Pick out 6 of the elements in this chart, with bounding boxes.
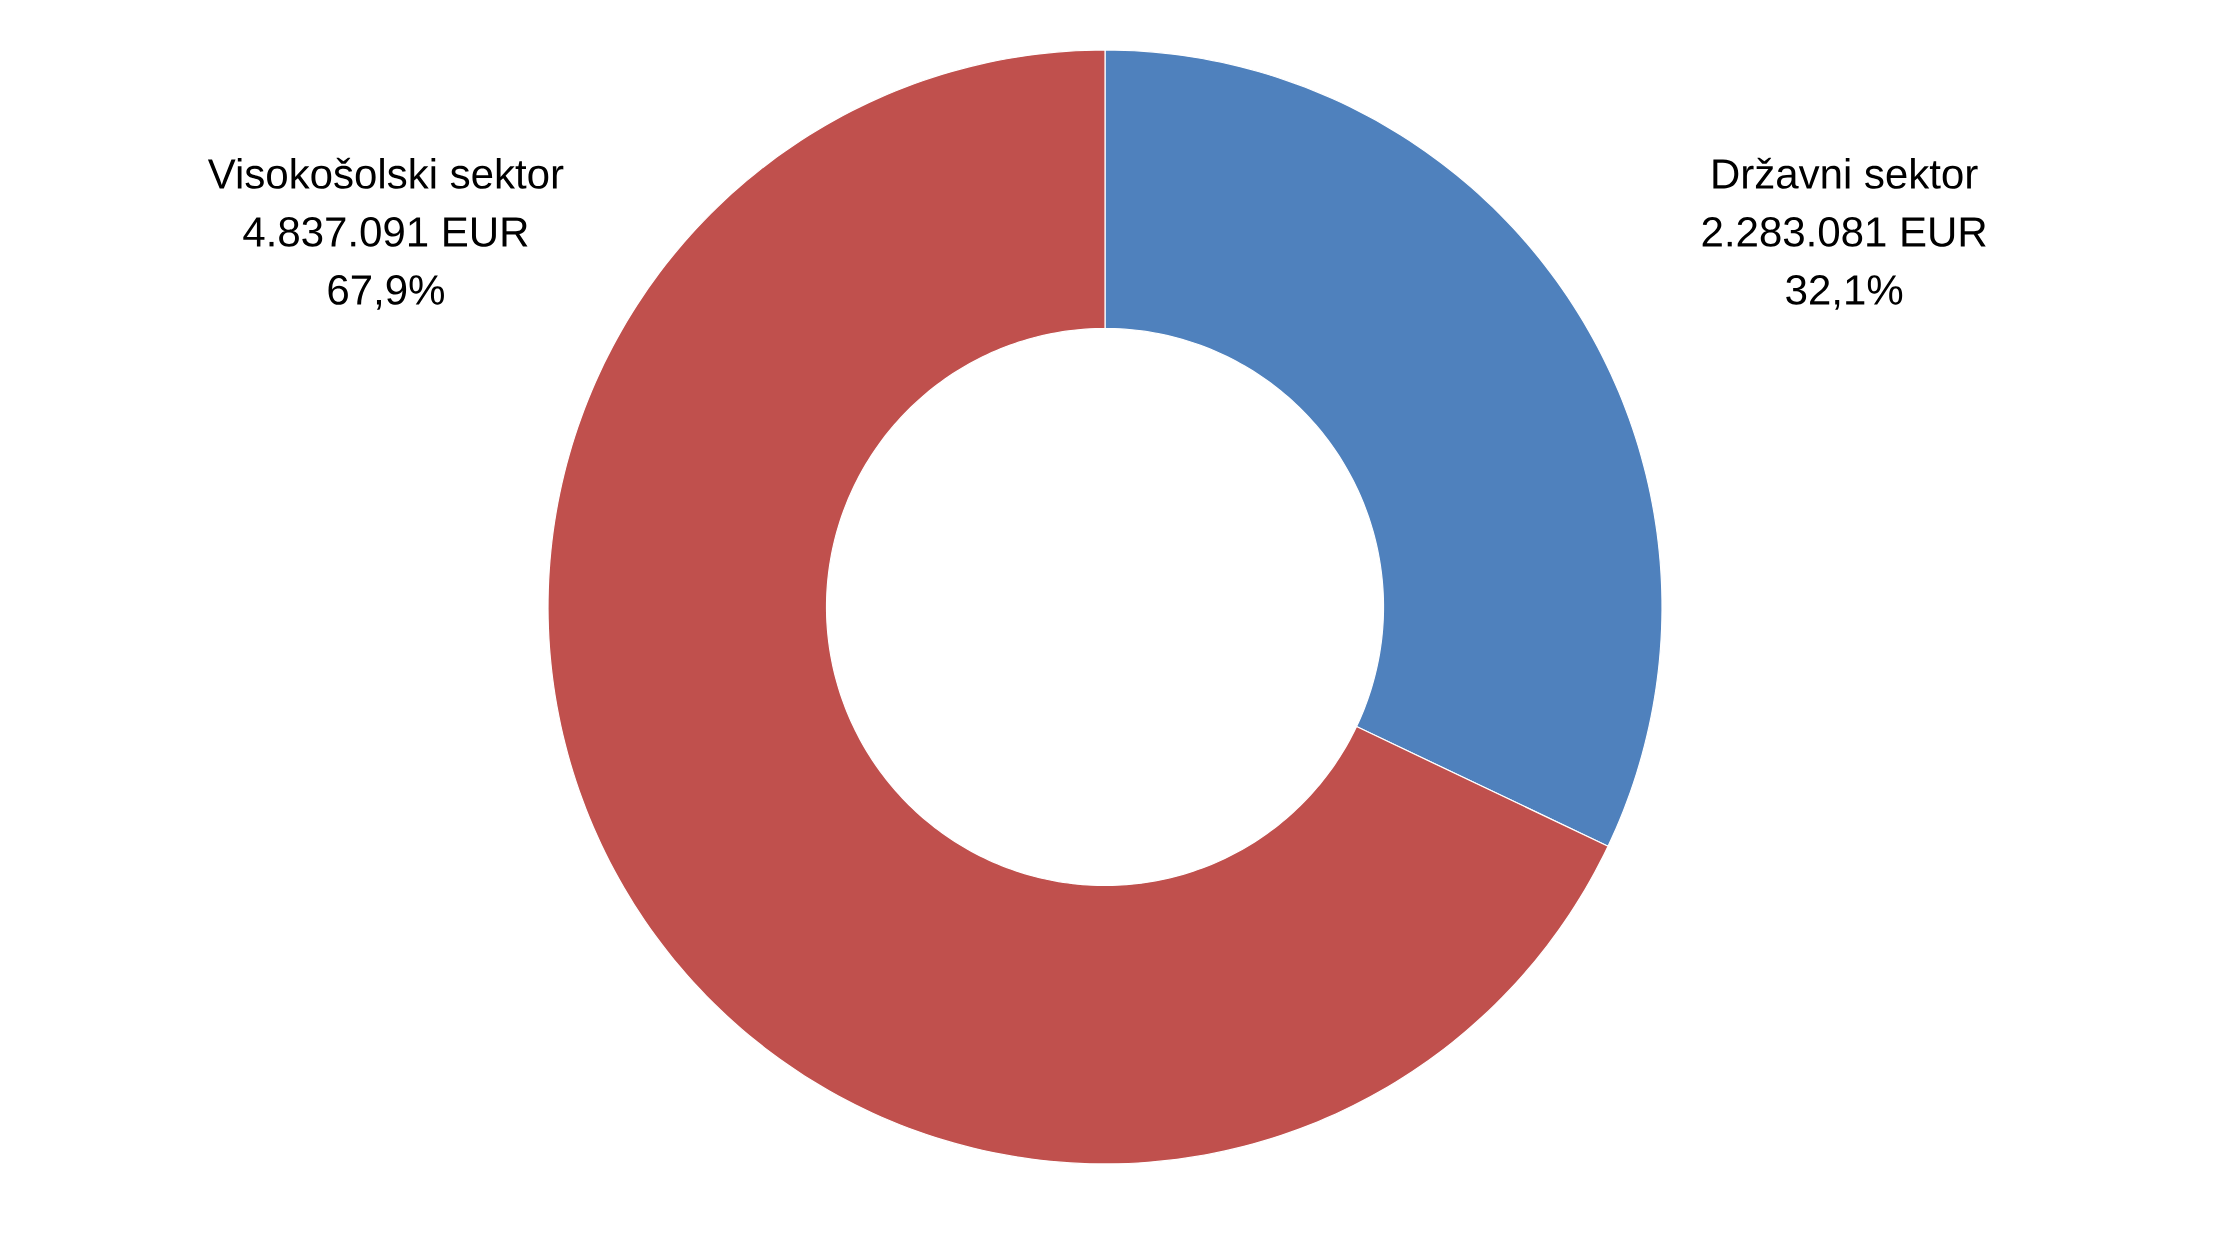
slice-label: Državni sektor	[1713, 157, 1978, 189]
text: 67,9%	[328, 275, 444, 310]
data-label: 4.837.091 EUR	[243, 217, 528, 247]
data-label: 2.283.081 EUR	[1702, 217, 1986, 247]
slice-label: Visokošolski sektor	[207, 157, 564, 189]
text: 32,1%	[1786, 275, 1903, 310]
